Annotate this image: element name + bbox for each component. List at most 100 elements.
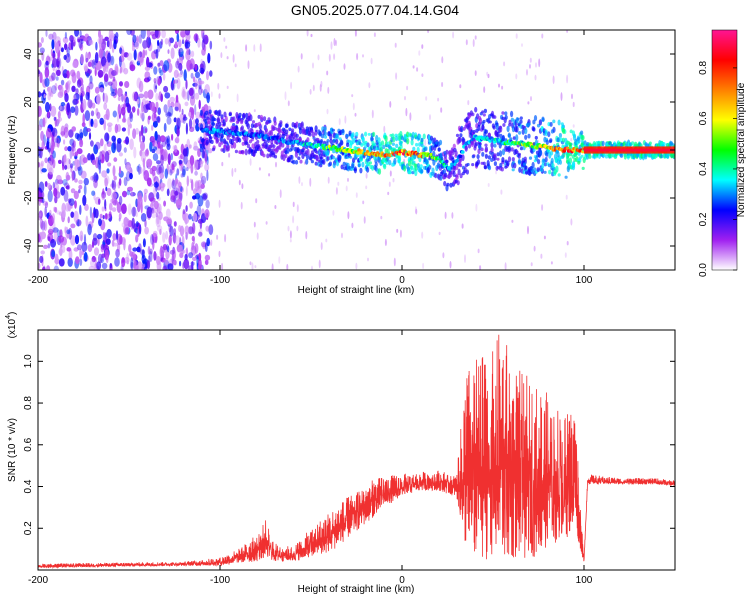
noise-speck [143,188,148,194]
noise-speck [216,234,219,240]
ridge-halo [477,124,481,131]
noise-speck [83,37,88,42]
noise-speck [179,252,184,259]
noise-speck [201,175,207,185]
noise-speck [164,38,169,45]
snr-y-tick-label: 0.6 [23,437,34,451]
noise-speck [149,167,154,175]
noise-speck [535,62,537,68]
noise-speck [138,166,143,174]
noise-speck [107,162,112,167]
noise-speck [550,261,553,265]
noise-speck [172,232,177,244]
noise-speck [292,201,295,208]
ridge-halo [484,153,488,159]
noise-speck [101,170,107,178]
ridge-halo [534,135,538,140]
ridge-halo [536,167,540,172]
noise-speck [156,206,161,214]
ridge-halo [328,161,332,167]
noise-speck [184,41,191,49]
ridge-halo [493,115,497,119]
noise-speck [84,65,88,72]
noise-speck [82,99,87,111]
ridge-halo [273,154,278,159]
noise-speck [461,223,464,229]
noise-speck [50,90,54,98]
noise-speck [133,223,137,233]
ridge-halo [580,134,584,141]
noise-speck [64,146,68,152]
noise-speck [175,94,179,104]
noise-speck [335,187,338,195]
noise-speck [190,72,194,79]
noise-speck [141,112,145,122]
ridge-halo [524,134,528,140]
noise-speck [129,111,133,119]
noise-speck [64,43,68,51]
noise-speck [286,263,289,270]
noise-speck [167,245,170,253]
noise-speck [199,179,205,185]
noise-speck [38,210,43,219]
noise-speck [54,132,58,142]
noise-speck [146,260,151,270]
ridge-halo [478,117,483,125]
ridge-halo [208,109,212,114]
snr-y-axis: 0.2 0.4 0.6 0.8 1.0 [23,354,675,535]
noise-speck [97,159,101,170]
ridge-halo [507,156,512,163]
colorbar-tick-label: 0.8 [698,61,709,75]
noise-speck [241,183,244,190]
ridge-halo [314,161,318,166]
noise-speck [79,204,82,215]
ridge-halo [519,146,524,151]
ridge-halo [241,113,246,120]
ridge-halo [431,167,435,174]
noise-speck [228,152,231,158]
noise-speck [405,107,408,117]
noise-speck [206,70,209,81]
ridge-halo [290,154,294,161]
ridge-halo [648,141,652,146]
ridge-halo [420,137,424,143]
noise-speck [139,51,143,58]
noise-speck [534,74,537,81]
noise-speck [279,189,282,199]
noise-speck [181,249,185,254]
snr-x-tick-label: 0 [399,575,405,586]
noise-speck [131,206,137,217]
ridge-halo [491,123,495,129]
ridge-halo [432,150,436,158]
noise-speck [140,107,145,119]
ridge-halo [622,141,626,147]
ridge-halo [385,160,389,165]
ridge-halo [410,139,414,146]
noise-speck [287,225,290,232]
noise-speck [333,38,336,46]
noise-speck [140,124,144,137]
ridge-halo [384,135,388,142]
noise-speck [275,161,277,168]
ridge-halo [580,130,584,136]
noise-speck [142,238,146,248]
noise-speck [79,258,83,266]
ridge-halo [484,129,488,134]
ridge-halo [510,110,514,118]
noise-speck [309,177,312,187]
noise-speck [176,117,181,130]
ridge-halo [538,119,543,126]
ridge-halo [240,119,244,125]
noise-speck [151,210,157,219]
noise-speck [189,155,195,166]
noise-speck [90,259,95,268]
noise-speck [96,111,101,119]
noise-speck [474,70,477,76]
ridge-halo [251,143,255,149]
ridge-halo [548,139,553,144]
noise-speck [226,56,229,60]
noise-speck [139,112,143,119]
noise-speck [48,86,52,97]
ridge-halo [517,160,522,164]
noise-speck [58,258,65,267]
